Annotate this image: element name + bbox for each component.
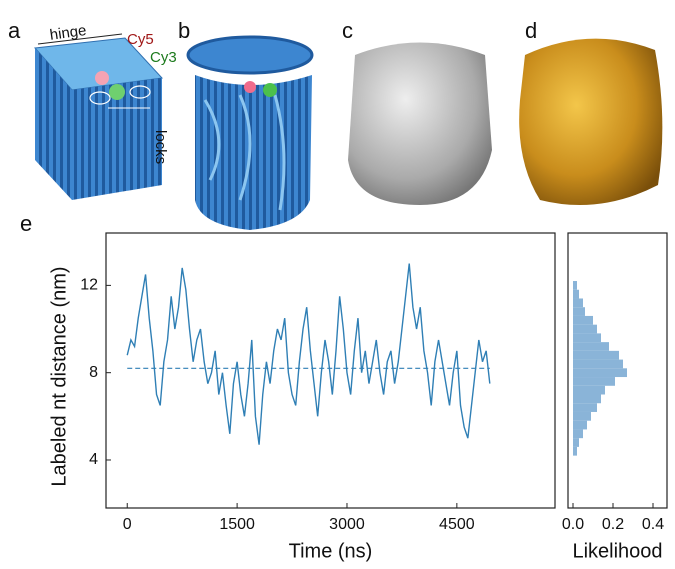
x-tick-label: 1500 [219, 516, 255, 533]
panel-c-render [348, 42, 492, 205]
histogram-bar [573, 368, 627, 378]
panel-b-render [186, 35, 314, 230]
y-tick-label: 12 [80, 277, 98, 294]
histogram-bar [573, 394, 601, 404]
plot-frame [105, 232, 556, 509]
panel-texts: a b c d e hinge Cy5 Cy3 locks [8, 18, 537, 236]
histogram-bar [573, 333, 601, 343]
annotation: Cy3 [150, 49, 177, 66]
annotation: locks [152, 130, 169, 164]
panel-label: c [342, 18, 353, 43]
trace-line [126, 263, 491, 445]
x-tick-label: 3000 [329, 516, 365, 533]
x-axis-label: Time (ns) [289, 540, 373, 562]
histogram-bar [573, 342, 609, 351]
plot-frame [567, 232, 668, 509]
histogram-bar [573, 403, 597, 412]
y-tick-label: 8 [89, 364, 98, 381]
x-tick-label: 0.0 [562, 516, 584, 533]
histogram-bar [573, 350, 619, 360]
x-tick-label: 0 [123, 516, 132, 533]
panel-label: a [8, 18, 21, 43]
y-axis-label: Labeled nt distance (nm) [48, 266, 70, 486]
histogram-bar [573, 420, 587, 430]
panel-label: e [20, 211, 32, 236]
panel-label: d [525, 18, 537, 43]
histogram-bar [573, 446, 577, 456]
histogram-bar [573, 289, 579, 299]
histogram-bar [573, 377, 615, 386]
histogram-bar [573, 281, 577, 290]
histogram-bar [573, 359, 623, 369]
panel-label: b [178, 18, 190, 43]
histogram-bar [573, 411, 591, 421]
x-tick-label: 4500 [439, 516, 475, 533]
histogram-bar [573, 307, 585, 316]
annotation: Cy5 [127, 31, 154, 48]
panel-a-render [33, 33, 164, 200]
histogram-bar [573, 315, 593, 325]
x-tick-label: 0.4 [642, 516, 664, 533]
histogram-bar [573, 385, 605, 395]
annotation: hinge [49, 22, 88, 44]
x-tick-label: 0.2 [602, 516, 624, 533]
x-axis-label: Likelihood [572, 540, 662, 562]
histogram-bar [573, 324, 597, 334]
histogram-bar [573, 298, 583, 308]
histogram-bar [573, 438, 579, 447]
histogram-bar [573, 429, 583, 439]
panel-d-render [519, 38, 663, 205]
y-tick-label: 4 [89, 451, 98, 468]
